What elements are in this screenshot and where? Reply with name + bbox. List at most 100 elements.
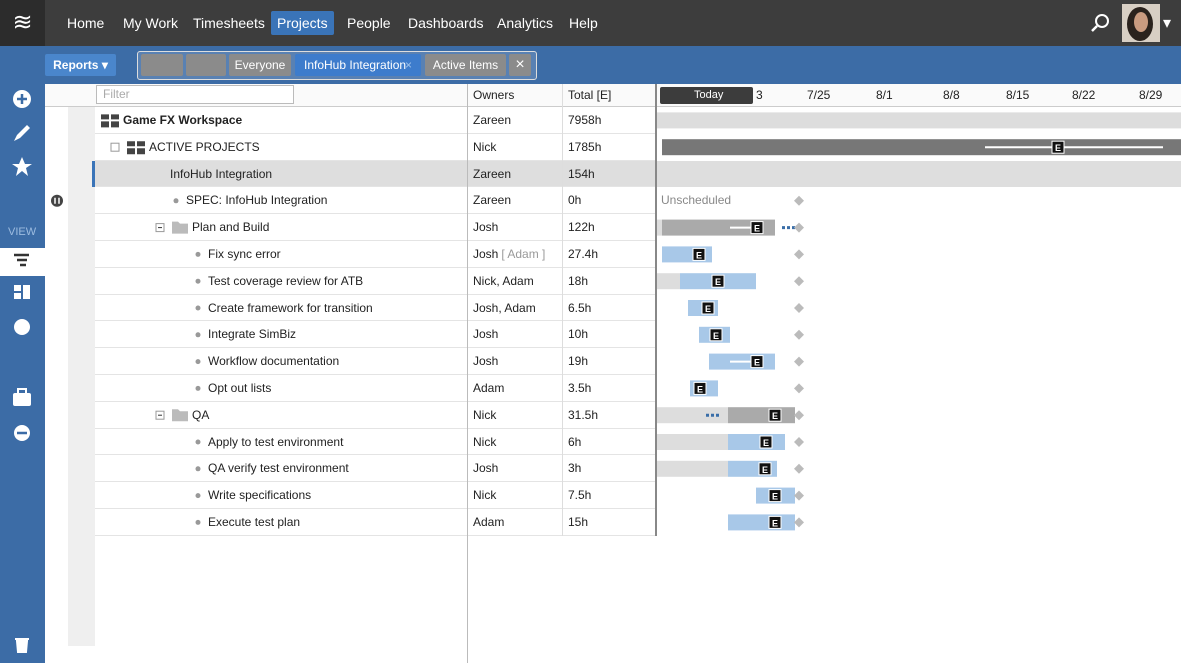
row-divider [95,454,655,456]
owner[interactable]: Josh, Adam [473,300,536,315]
task-name[interactable]: Game FX Workspace [123,113,243,127]
selected-marker [92,160,95,188]
task-name[interactable]: ACTIVE PROJECTS [149,139,260,154]
row-divider [95,374,655,375]
owner[interactable]: Josh [473,327,499,342]
milestone [794,490,804,501]
column-separator [562,84,563,536]
owner-button[interactable] [186,54,226,76]
chip-close[interactable]: × [405,58,413,72]
pause-icon [51,194,63,207]
nav-item[interactable]: My Work [123,15,178,31]
task-name[interactable]: Write specifications [208,488,312,503]
pause-icon [54,197,60,204]
owner[interactable]: Nick [473,488,497,503]
owner[interactable]: Zareen [473,166,512,181]
nav-item[interactable]: Timesheets [193,15,265,31]
timeline-date: 7/25 [807,88,831,102]
task-name[interactable]: InfoHub Integration [170,166,273,181]
folder-icon [172,409,188,422]
task-name[interactable]: Plan and Build [192,220,270,235]
task-name[interactable]: Execute test plan [208,515,301,529]
owner[interactable]: Adam [473,515,505,529]
task-name[interactable]: Opt out lists [208,381,272,395]
owner[interactable]: Nick [473,139,497,154]
bullet [195,439,201,445]
task-name[interactable]: Fix sync error [208,247,281,261]
timeline-date: 8/1 [876,88,893,102]
estimate-badge [701,301,715,315]
nav-item[interactable]: Dashboards [408,15,484,31]
total: 7958h [568,113,602,127]
task-name[interactable]: QA [192,407,210,422]
filter-funnel-button[interactable] [141,54,183,76]
collapse-toggle [110,142,120,152]
owner[interactable]: Nick, Adam [473,273,534,288]
bullet [173,198,179,204]
selected-row [93,160,1181,188]
clear-filters[interactable]: × [509,54,531,76]
owner[interactable]: Zareen [473,193,512,208]
workspace-icon [101,114,119,128]
timeline-date: 8/8 [943,88,960,102]
menu-caret[interactable]: ▾ [1163,15,1172,32]
gantt-bar [657,112,1181,129]
estimate-badge [750,221,764,235]
row-divider [95,400,655,402]
gantt-bar [657,434,728,450]
owner[interactable]: Nick [473,434,497,449]
total: 122h [568,220,595,235]
owner[interactable]: Josh [473,354,499,369]
total: 154h [568,166,595,181]
gantt-bar [662,139,1181,156]
logo[interactable]: ≋ [0,0,45,46]
row-divider [95,534,655,536]
task-name[interactable]: SPEC: InfoHub Integration [186,193,328,208]
estimate-badge-label: E [754,358,760,368]
milestone [794,303,804,313]
gantt-bar [657,273,680,290]
row-divider [95,347,655,349]
owner[interactable]: Nick [473,407,497,422]
reports-button[interactable]: Reports ▾ [45,54,116,76]
task-name[interactable]: Create framework for transition [208,300,373,315]
column-header: Total [E] [568,88,612,102]
gantt-bar [662,219,775,236]
milestone [794,222,804,233]
nav-item[interactable]: Projects [271,11,334,35]
filter-chip[interactable]: Everyone [229,54,291,76]
timeline-date: 8/29 [1139,88,1163,102]
timeline-date: 8/22 [1072,88,1096,102]
today-button[interactable]: Today [694,89,724,101]
filter-chip[interactable]: InfoHub Integration [295,54,421,76]
nav-item[interactable]: Home [67,15,105,31]
owner[interactable]: Josh [473,461,499,476]
estimate-badge [693,381,707,395]
owner[interactable]: Adam [473,381,505,395]
row-divider [95,508,655,509]
top-nav [0,0,1181,46]
row-divider [95,481,655,483]
total: 1785h [568,139,602,154]
estimate-badge [768,408,782,422]
board-icon [14,285,30,299]
total: 15h [568,515,589,529]
owner[interactable]: Josh [473,220,499,235]
nav-item[interactable]: People [347,15,391,31]
filter-input[interactable]: Filter [96,85,294,104]
bullet [195,305,201,311]
nav-item[interactable]: Analytics [497,15,554,31]
task-name[interactable]: Workflow documentation [208,354,340,369]
add-icon [17,94,27,104]
estimate-badge [768,489,782,503]
gutter [68,84,95,646]
milestone [794,195,804,206]
task-name[interactable]: Integrate SimBiz [208,327,297,342]
filter-chip[interactable]: Active Items [425,54,506,76]
task-name[interactable]: Apply to test environment [208,434,344,449]
task-name[interactable]: Test coverage review for ATB [208,273,364,288]
owner[interactable]: Zareen [473,113,512,127]
owner[interactable]: Josh[ Adam ] [473,247,546,261]
nav-item[interactable]: Help [569,15,598,31]
task-name[interactable]: QA verify test environment [208,461,349,476]
